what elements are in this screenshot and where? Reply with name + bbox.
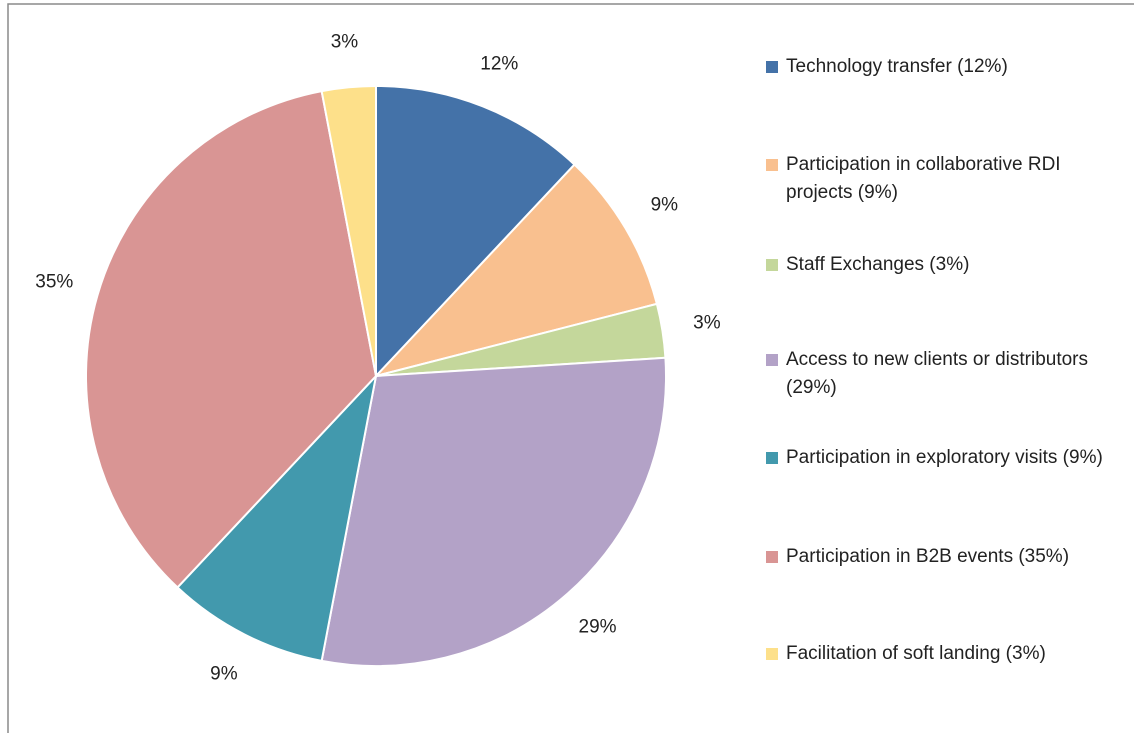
- legend-label: Access to new clients or distributors (2…: [786, 349, 1089, 398]
- pie-slice: [176, 372, 378, 663]
- data-label: 12%: [480, 54, 518, 75]
- legend-swatch: [766, 354, 778, 366]
- legend-swatch: [766, 648, 778, 660]
- legend-item: Staff Exchanges (3%): [766, 251, 1116, 279]
- data-label: 35%: [35, 272, 73, 293]
- data-label: 3%: [331, 32, 359, 53]
- legend-item: Facilitation of soft landing (3%): [766, 640, 1116, 668]
- legend-label: Participation in collaborative RDI proje…: [786, 154, 1061, 203]
- pie-slice: [320, 356, 667, 667]
- pie-slice: [375, 84, 576, 379]
- legend-swatch: [766, 159, 778, 171]
- legend-label: Participation in B2B events (35%): [786, 546, 1070, 567]
- legend-label: Staff Exchanges (3%): [786, 254, 970, 275]
- legend-item: Technology transfer (12%): [766, 53, 1116, 81]
- legend-swatch: [766, 259, 778, 271]
- legend-swatch: [766, 61, 778, 73]
- legend-label: Facilitation of soft landing (3%): [786, 643, 1046, 664]
- legend-item: Participation in collaborative RDI proje…: [766, 151, 1116, 207]
- legend-item: Participation in B2B events (35%): [766, 543, 1116, 571]
- legend-swatch: [766, 452, 778, 464]
- legend-item: Access to new clients or distributors (2…: [766, 346, 1116, 402]
- data-label: 9%: [651, 194, 679, 215]
- data-label: 3%: [693, 313, 721, 334]
- legend-label: Technology transfer (12%): [786, 56, 1008, 77]
- legend-label: Participation in exploratory visits (9%): [786, 447, 1103, 468]
- pie-slice: [372, 163, 659, 378]
- data-label: 29%: [579, 616, 617, 637]
- chart-frame: [7, 3, 1134, 733]
- data-label: 9%: [210, 664, 238, 685]
- legend-swatch: [766, 551, 778, 563]
- pie-slice: [85, 89, 378, 589]
- legend-item: Participation in exploratory visits (9%): [766, 444, 1116, 472]
- pie-slice: [320, 84, 377, 377]
